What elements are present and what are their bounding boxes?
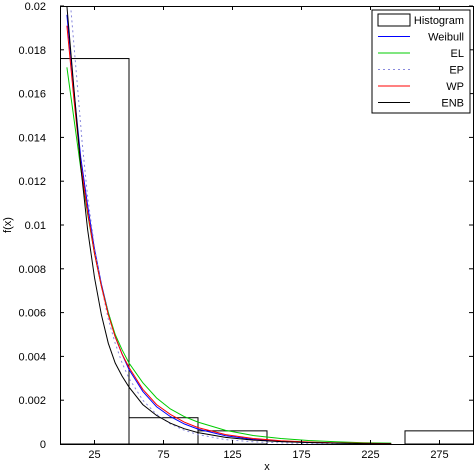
histogram-bars (60, 58, 474, 444)
legend: Histogram Weibull EL EP WP ENB (371, 9, 471, 114)
series-line-ep (70, 10, 392, 444)
y-tick-label: 0 (40, 439, 46, 451)
x-tick-label: 225 (361, 449, 379, 461)
legend-label-ep: EP (449, 65, 464, 77)
legend-box (371, 9, 471, 114)
x-tick-label: 275 (430, 449, 448, 461)
y-tick-label: 0.012 (18, 176, 46, 188)
x-tick-label: 175 (292, 449, 310, 461)
x-tick-label: 75 (157, 449, 169, 461)
legend-label-el: EL (451, 48, 464, 60)
y-tick-label: 0.006 (18, 308, 46, 320)
legend-label-enb: ENB (441, 98, 464, 110)
x-tick-label: 25 (88, 449, 100, 461)
fitted-curves (66, 6, 392, 444)
y-tick-label: 0.008 (18, 264, 46, 276)
y-tick-label: 0.014 (18, 132, 46, 144)
y-tick-label: 0.01 (25, 220, 46, 232)
legend-label-histogram: Histogram (414, 15, 464, 27)
x-tick-label: 125 (223, 449, 241, 461)
y-tick-label: 0.016 (18, 89, 46, 101)
y-tick-label: 0.002 (18, 395, 46, 407)
y-axis-label: f(x) (2, 217, 14, 233)
axis-ticks: 25 75 125 175 225 275 0 0.002 0.004 0.006 0.008 0.0… (18, 1, 473, 461)
series-line-el (66, 67, 392, 444)
legend-label-weibull: Weibull (428, 32, 464, 44)
y-tick-label: 0.02 (25, 1, 46, 13)
series-line-enb (66, 6, 392, 444)
series-line-weibull (66, 14, 392, 444)
legend-swatch-histogram (377, 13, 411, 27)
series-line-wp (66, 25, 392, 444)
histogram-bar-0 (60, 58, 130, 444)
y-tick-label: 0.018 (18, 45, 46, 57)
x-axis-label: x (264, 461, 270, 473)
y-tick-label: 0.004 (18, 351, 46, 363)
legend-label-wp: WP (446, 81, 464, 93)
